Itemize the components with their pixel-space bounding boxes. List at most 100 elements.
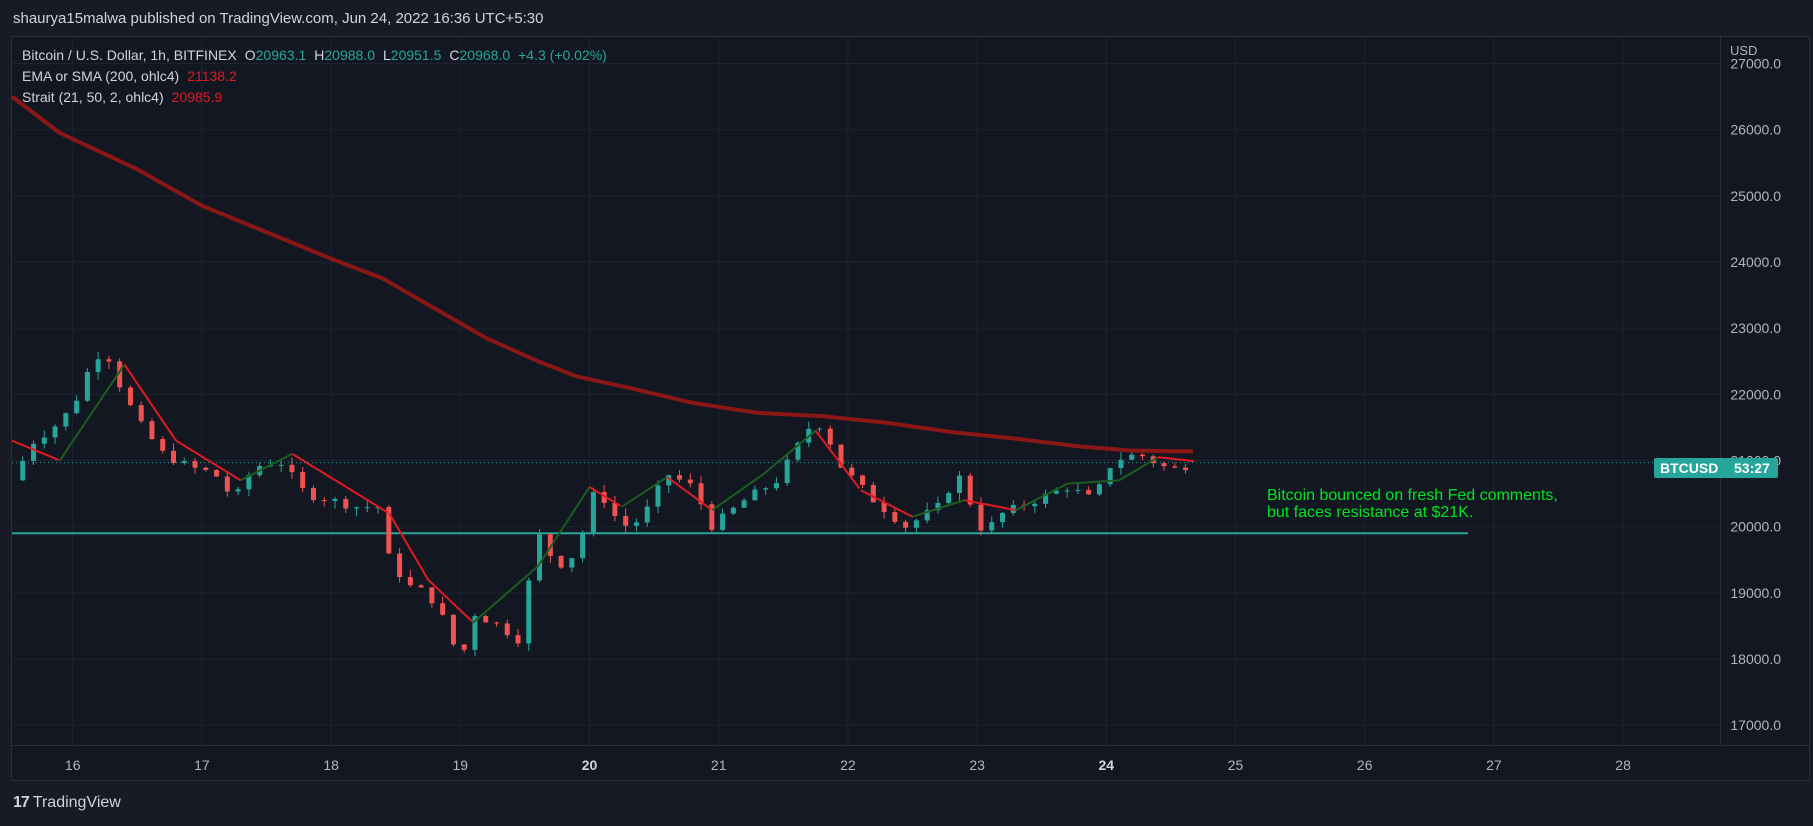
candle-body <box>20 460 26 481</box>
ema-label: EMA or SMA (200, ohlc4) <box>22 68 180 84</box>
bar-countdown: 53:27 <box>1734 460 1770 476</box>
time-tick-label: 27 <box>1486 757 1502 773</box>
candle-body <box>504 623 510 636</box>
candle-body <box>903 521 909 528</box>
candle-body <box>666 475 672 486</box>
candle-body <box>698 483 704 505</box>
strait-segment <box>1015 482 1068 511</box>
candle-body <box>978 504 984 531</box>
candle-body <box>1118 459 1124 469</box>
time-axis-divider <box>12 745 1809 746</box>
candle-body <box>677 475 683 480</box>
strait-segment <box>536 486 591 567</box>
candle-body <box>537 534 543 581</box>
candle-body <box>1043 493 1049 504</box>
high-key: H <box>314 47 325 63</box>
candle-body <box>623 516 629 526</box>
strait-segment <box>123 363 177 442</box>
candle-body <box>407 577 413 586</box>
candle-body <box>1129 454 1135 460</box>
chart-annotation[interactable]: Bitcoin bounced on fresh Fed comments, b… <box>1267 487 1558 521</box>
candle-body <box>860 475 866 486</box>
candle-body <box>364 507 370 509</box>
candle-body <box>720 513 726 530</box>
strait-segment <box>666 476 712 511</box>
candle-body <box>127 387 133 406</box>
candle-body <box>95 359 101 372</box>
strait-segment <box>711 472 765 511</box>
candle-body <box>989 522 995 531</box>
tradingview-logo[interactable]: 17 TradingView <box>13 794 121 812</box>
time-tick-label: 23 <box>969 757 985 773</box>
close-value: 20968.0 <box>459 47 511 63</box>
candle-body <box>74 400 80 414</box>
time-tick-label: 20 <box>582 757 598 773</box>
candle-body <box>332 498 338 502</box>
candle-body <box>935 502 941 511</box>
candle-body <box>838 444 844 468</box>
price-badge-symbol: BTCUSD <box>1660 460 1719 476</box>
candle-body <box>440 603 446 615</box>
candle-body <box>558 555 564 568</box>
candle-body <box>354 507 360 509</box>
candle-body <box>472 616 478 650</box>
candle-body <box>644 506 650 523</box>
price-tick-label: 27000.0 <box>1730 55 1781 71</box>
candle-body <box>1032 503 1038 507</box>
candle-body <box>526 580 532 644</box>
strait-label: Strait (21, 50, 2, ohlc4) <box>22 89 164 105</box>
candle-body <box>913 520 919 528</box>
time-tick-label: 17 <box>194 757 210 773</box>
candle-body <box>773 483 779 489</box>
price-tick-label: 18000.0 <box>1730 651 1781 667</box>
candle-body <box>235 489 241 492</box>
candle-body <box>224 476 230 492</box>
candle-body <box>138 405 144 422</box>
candle-body <box>149 421 155 440</box>
chart-frame <box>11 36 1810 781</box>
time-tick-label: 25 <box>1228 757 1244 773</box>
strait-segment <box>588 486 622 507</box>
candle-body <box>386 507 392 554</box>
candle-body <box>956 475 962 493</box>
candle-body <box>795 442 801 460</box>
candle-body <box>730 507 736 514</box>
strait-segment <box>763 429 817 475</box>
candle-body <box>1161 463 1167 467</box>
candle-body <box>41 437 47 444</box>
ema-legend-row[interactable]: EMA or SMA (200, ohlc4) 21138.2 <box>22 66 607 87</box>
candle-body <box>612 503 618 517</box>
time-tick-label: 18 <box>323 757 339 773</box>
candle-body <box>31 443 37 461</box>
price-axis-divider <box>1720 37 1721 745</box>
candle-body <box>450 614 456 645</box>
strait-indicator-line <box>11 363 1195 624</box>
candle-body <box>816 428 822 430</box>
candle-body <box>763 488 769 490</box>
candle-body <box>246 475 252 490</box>
currency-label: USD <box>1730 43 1757 58</box>
candle-body <box>709 504 715 530</box>
candle-body <box>289 464 295 473</box>
candle-body <box>483 616 489 623</box>
candle-body <box>741 500 747 508</box>
time-tick-label: 16 <box>65 757 81 773</box>
candle-body <box>343 498 349 509</box>
candle-body <box>1086 489 1092 495</box>
candle-body <box>849 467 855 476</box>
candle-body <box>1096 484 1102 495</box>
candle-body <box>655 485 661 507</box>
candle-body <box>278 464 284 466</box>
price-tick-label: 24000.0 <box>1730 254 1781 270</box>
strait-legend-row[interactable]: Strait (21, 50, 2, ohlc4) 20985.9 <box>22 87 607 108</box>
candle-body <box>1053 490 1059 494</box>
candle-body <box>547 534 553 556</box>
strait-segment <box>388 512 429 581</box>
published-by-text: shaurya15malwa published on TradingView.… <box>13 10 544 27</box>
candle-body <box>214 469 220 477</box>
symbol-title[interactable]: Bitcoin / U.S. Dollar, 1h, BITFINEX <box>22 47 237 63</box>
candle-body <box>170 450 176 464</box>
candle-body <box>321 500 327 502</box>
